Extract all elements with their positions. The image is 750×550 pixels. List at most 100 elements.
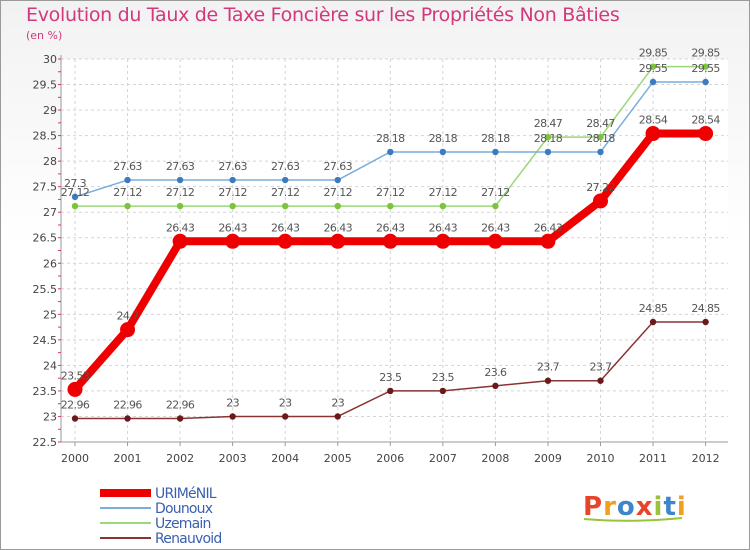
- x-tick-label: 2007: [429, 452, 457, 465]
- y-tick-label: 24.5: [33, 334, 58, 347]
- data-point-uzemain: [282, 202, 289, 210]
- data-label-uzemain: 27.12: [218, 186, 247, 199]
- logo-letter: P: [583, 492, 604, 522]
- data-label-renauvoid: 22.96: [113, 399, 142, 412]
- data-point-dounoux: [334, 176, 341, 184]
- legend-label-urim-nil: URIMéNIL: [155, 486, 217, 502]
- data-point-dounoux: [597, 148, 604, 156]
- x-tick-label: 2005: [324, 452, 352, 465]
- data-point-renauvoid: [282, 413, 289, 420]
- data-point-renauvoid: [649, 318, 657, 326]
- data-label-dounoux: 27.63: [218, 160, 247, 173]
- data-label-uzemain: 27.12: [376, 186, 405, 199]
- data-label-uzemain: 27.12: [324, 186, 353, 199]
- x-tick-label: 2004: [271, 452, 299, 465]
- data-point-uzemain: [176, 202, 184, 210]
- y-axis-unit: (en %): [26, 29, 63, 42]
- data-point-renauvoid: [124, 415, 131, 422]
- x-tick-label: 2012: [692, 452, 720, 465]
- data-point-dounoux: [176, 176, 184, 184]
- data-point-renauvoid: [702, 318, 709, 326]
- y-tick-label: 29: [43, 104, 57, 117]
- data-label-urim-nil: 24.7: [117, 310, 140, 323]
- data-label-uzemain: 28.47: [534, 117, 563, 130]
- data-point-renauvoid: [597, 377, 604, 384]
- data-label-renauvoid: 24.85: [691, 302, 720, 315]
- legend-label-renauvoid: Renauvoid: [155, 531, 221, 547]
- data-point-urim-nil: [487, 233, 503, 249]
- data-label-dounoux: 29.55: [639, 62, 668, 75]
- data-point-urim-nil: [120, 322, 136, 338]
- y-tick-label: 28.5: [33, 130, 58, 143]
- y-tick-label: 25: [43, 308, 57, 321]
- data-point-uzemain: [492, 202, 499, 210]
- data-point-renauvoid: [71, 415, 79, 422]
- data-point-uzemain: [649, 63, 657, 70]
- data-point-dounoux: [649, 78, 657, 86]
- data-point-dounoux: [71, 193, 79, 201]
- data-point-uzemain: [124, 202, 131, 210]
- data-label-uzemain: 29.85: [691, 47, 720, 60]
- data-label-dounoux: 27.3: [64, 177, 87, 190]
- data-label-urim-nil: 27.22: [586, 181, 615, 194]
- data-point-dounoux: [702, 78, 709, 86]
- data-label-urim-nil: 26.43: [271, 221, 300, 234]
- data-point-urim-nil: [225, 233, 241, 249]
- data-label-uzemain: 29.85: [639, 47, 668, 60]
- data-label-renauvoid: 23: [331, 396, 344, 409]
- data-point-uzemain: [597, 133, 604, 141]
- data-label-urim-nil: 26.43: [324, 221, 353, 234]
- x-tick-label: 2008: [481, 452, 509, 465]
- x-tick-label: 2009: [534, 452, 562, 465]
- data-label-renauvoid: 23.7: [537, 361, 560, 374]
- y-tick-label: 23: [43, 410, 57, 423]
- y-tick-label: 30: [43, 53, 57, 66]
- data-label-dounoux: 27.63: [271, 160, 300, 173]
- data-point-renauvoid: [439, 387, 447, 395]
- data-label-urim-nil: 26.43: [429, 221, 458, 234]
- data-label-uzemain: 27.12: [481, 186, 510, 199]
- data-label-renauvoid: 22.96: [166, 399, 195, 412]
- data-label-uzemain: 28.47: [586, 117, 615, 130]
- logo-letter: i: [653, 492, 664, 522]
- data-point-renauvoid: [334, 413, 341, 420]
- data-label-urim-nil: 28.54: [691, 114, 720, 127]
- data-label-renauvoid: 24.85: [639, 302, 668, 315]
- data-point-urim-nil: [382, 233, 398, 249]
- data-point-urim-nil: [593, 193, 608, 209]
- data-label-urim-nil: 26.43: [481, 221, 510, 234]
- data-label-uzemain: 27.12: [61, 186, 90, 199]
- legend-label-dounoux: Dounoux: [155, 501, 213, 517]
- data-point-renauvoid: [229, 413, 236, 420]
- data-point-dounoux: [124, 176, 131, 184]
- x-tick-label: 2003: [219, 452, 247, 465]
- data-label-dounoux: 28.18: [429, 132, 458, 145]
- data-point-renauvoid: [492, 382, 499, 390]
- data-point-dounoux: [282, 176, 289, 184]
- y-tick-label: 28: [43, 155, 57, 168]
- data-point-urim-nil: [172, 233, 188, 249]
- logo-letter: r: [603, 492, 617, 522]
- data-label-renauvoid: 23: [226, 396, 239, 409]
- data-label-urim-nil: 28.54: [639, 114, 668, 127]
- data-label-renauvoid: 23: [279, 396, 292, 409]
- data-point-uzemain: [229, 202, 236, 210]
- data-point-urim-nil: [698, 126, 714, 142]
- y-tick-label: 24: [43, 359, 57, 372]
- data-label-uzemain: 27.12: [429, 186, 458, 199]
- data-point-renauvoid: [544, 377, 552, 384]
- data-label-urim-nil: 26.43: [376, 221, 405, 234]
- data-point-urim-nil: [330, 233, 346, 249]
- x-tick-label: 2010: [587, 452, 615, 465]
- data-label-dounoux: 27.63: [166, 160, 195, 173]
- data-point-dounoux: [439, 148, 447, 156]
- data-label-renauvoid: 23.7: [589, 361, 612, 374]
- data-label-renauvoid: 22.96: [61, 399, 90, 412]
- y-tick-label: 27.5: [33, 181, 58, 194]
- y-tick-label: 26.5: [33, 232, 58, 245]
- x-tick-label: 2011: [639, 452, 667, 465]
- data-label-renauvoid: 23.5: [432, 371, 455, 384]
- chart-title: Evolution du Taux de Taxe Foncière sur l…: [26, 4, 620, 26]
- logo-letter: t: [663, 492, 677, 522]
